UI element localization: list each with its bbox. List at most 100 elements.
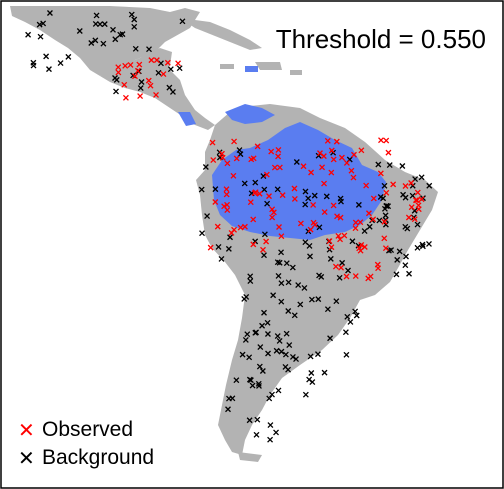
background-point	[36, 21, 43, 28]
background-point	[239, 351, 246, 358]
observed-point	[256, 190, 263, 197]
background-point	[307, 353, 314, 360]
observed-point	[297, 220, 304, 227]
background-point	[385, 203, 392, 210]
background-point	[286, 342, 293, 349]
observed-point	[214, 223, 221, 230]
observed-point	[276, 164, 283, 171]
background-point	[327, 335, 334, 342]
background-point	[302, 188, 309, 195]
background-point	[247, 273, 254, 280]
background-point	[46, 10, 53, 16]
observed-point	[408, 204, 415, 211]
predicted-amazon	[212, 122, 386, 240]
background-point	[347, 318, 354, 325]
background-point	[426, 240, 432, 247]
observed-point	[212, 199, 219, 205]
observed-point	[218, 150, 225, 157]
background-point	[204, 213, 211, 220]
background-marker-icon: ✕	[18, 446, 35, 470]
observed-point	[231, 226, 238, 233]
background-point	[293, 159, 300, 165]
observed-point	[266, 193, 272, 200]
observed-point	[269, 206, 276, 213]
background-point	[128, 11, 135, 18]
background-point	[261, 309, 267, 316]
background-point	[227, 234, 233, 241]
observed-point	[358, 241, 365, 248]
background-point	[276, 338, 283, 344]
background-point	[269, 391, 275, 398]
background-point	[273, 429, 280, 436]
observed-point	[247, 199, 254, 206]
background-point	[406, 270, 413, 277]
observed-point	[291, 185, 298, 192]
background-point	[264, 200, 271, 207]
observed-point	[310, 201, 317, 208]
background-point	[101, 21, 108, 28]
background-point	[244, 331, 251, 338]
background-point	[314, 351, 321, 358]
background-point	[382, 221, 389, 228]
observed-point	[338, 264, 345, 271]
observed-point	[352, 273, 359, 279]
predicted-north	[225, 104, 275, 124]
background-point	[308, 296, 315, 303]
background-point	[342, 329, 349, 336]
background-point	[88, 40, 95, 46]
background-point	[273, 347, 280, 354]
observed-point	[250, 216, 257, 223]
background-point	[399, 163, 406, 169]
background-point	[100, 40, 107, 47]
observed-point	[381, 235, 388, 242]
observed-point	[224, 201, 231, 208]
background-point	[202, 164, 209, 170]
observed-point	[278, 233, 285, 240]
legend-label-background: Background	[42, 446, 155, 469]
background-point	[246, 417, 253, 424]
background-point	[275, 272, 282, 279]
background-point	[261, 231, 268, 238]
background-point	[293, 356, 299, 363]
observed-point	[147, 82, 154, 89]
legend-item-background: ✕ Background	[18, 444, 154, 472]
background-point	[218, 256, 225, 262]
background-point	[381, 182, 388, 189]
observed-point	[382, 245, 389, 252]
background-point	[308, 370, 315, 376]
background-point	[355, 201, 362, 208]
background-point	[419, 243, 426, 250]
background-point	[176, 65, 183, 72]
observed-point	[414, 197, 421, 204]
background-point	[76, 28, 83, 34]
observed-point	[350, 174, 357, 181]
land-hispaniola	[255, 62, 282, 70]
observed-point	[122, 94, 129, 101]
background-point	[306, 242, 313, 249]
observed-point	[321, 180, 328, 187]
observed-point	[223, 191, 230, 198]
background-point	[225, 245, 232, 252]
observed-point	[408, 180, 415, 186]
background-point	[25, 31, 32, 38]
observed-point	[334, 213, 341, 220]
observed-point	[160, 71, 167, 77]
background-point	[261, 252, 267, 259]
background-point	[256, 383, 262, 389]
background-point	[252, 238, 259, 245]
background-point	[285, 279, 292, 286]
background-point	[270, 292, 277, 299]
background-point	[57, 60, 64, 67]
observed-point	[291, 195, 298, 202]
background-point	[333, 298, 340, 305]
background-point	[167, 66, 174, 73]
observed-point	[320, 153, 327, 160]
background-point	[336, 274, 343, 281]
background-point	[138, 79, 145, 85]
background-point	[278, 348, 285, 355]
observed-point	[385, 149, 392, 156]
background-point	[400, 191, 407, 198]
background-point	[274, 186, 281, 193]
observed-point	[321, 209, 328, 215]
observed-point	[307, 226, 314, 233]
